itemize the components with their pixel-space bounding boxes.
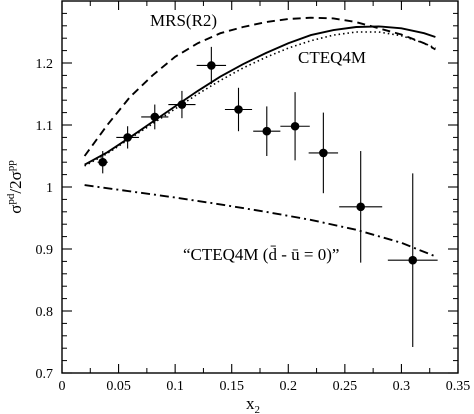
y-axis-label: σpd/2σpp <box>5 160 25 214</box>
data-marker <box>262 126 272 136</box>
data-marker <box>98 157 108 167</box>
data-point <box>387 173 438 347</box>
x-tick-label: 0.3 <box>393 379 411 394</box>
x-tick-label: 0.2 <box>280 379 298 394</box>
x-axis-label-main: x <box>246 394 255 413</box>
data-marker <box>234 105 243 114</box>
annotation-cteq4m: CTEQ4M <box>298 48 366 67</box>
data-point <box>339 151 383 263</box>
model-curves <box>83 16 436 258</box>
y-tick-label: 1.1 <box>36 119 54 134</box>
x-tick-label: 0.35 <box>446 379 471 394</box>
data-point <box>97 151 108 174</box>
y-tick-label: 0.7 <box>36 367 54 382</box>
series-line-solid <box>84 25 436 166</box>
annotation-cteq4m-zero: “CTEQ4M (d̄ - ū = 0)” <box>183 245 339 264</box>
x-axis-label-sub: 2 <box>255 404 261 414</box>
data-point <box>308 112 339 194</box>
data-points <box>97 46 438 347</box>
annotation-mrs: MRS(R2) <box>150 11 217 30</box>
series-line-dashdot <box>84 184 436 258</box>
x-tick-label: 0.25 <box>333 379 358 394</box>
x-tick-label: 0.05 <box>106 379 131 394</box>
y-tick-label: 1 <box>46 181 53 196</box>
data-marker <box>150 112 160 122</box>
y-axis-label-sup1: pd <box>5 193 17 205</box>
data-point <box>196 46 227 85</box>
data-marker <box>356 202 365 212</box>
y-axis-label-main: σ <box>6 205 25 214</box>
x-tick-label: 0.1 <box>166 379 184 394</box>
y-tick-label: 1.2 <box>36 57 54 72</box>
y-tick-label: 0.8 <box>36 305 54 320</box>
data-marker <box>207 61 216 70</box>
data-marker <box>319 148 328 158</box>
data-marker <box>290 121 300 131</box>
data-marker <box>177 100 187 109</box>
data-marker <box>408 255 418 265</box>
y-axis-label-sup2: pp <box>5 160 17 172</box>
data-point <box>116 126 139 149</box>
y-axis-label-mid: /2σ <box>6 171 25 193</box>
series-line-dashed <box>83 16 436 157</box>
y-tick-label: 0.9 <box>36 243 54 258</box>
data-marker <box>123 133 132 142</box>
data-point <box>224 87 253 132</box>
x-tick-label: 0 <box>59 379 66 394</box>
data-point <box>253 106 281 156</box>
data-point <box>168 90 196 119</box>
x-tick-label: 0.15 <box>219 379 244 394</box>
data-point <box>280 92 310 161</box>
axis-ticks <box>61 1 459 374</box>
data-point <box>141 104 169 130</box>
tick-labels: 0 0.05 0.1 0.15 0.2 0.25 0.3 0.35 0.7 0.8 0.9 1 1.1 1… <box>36 57 471 394</box>
x-axis-label: x2 <box>246 394 260 414</box>
